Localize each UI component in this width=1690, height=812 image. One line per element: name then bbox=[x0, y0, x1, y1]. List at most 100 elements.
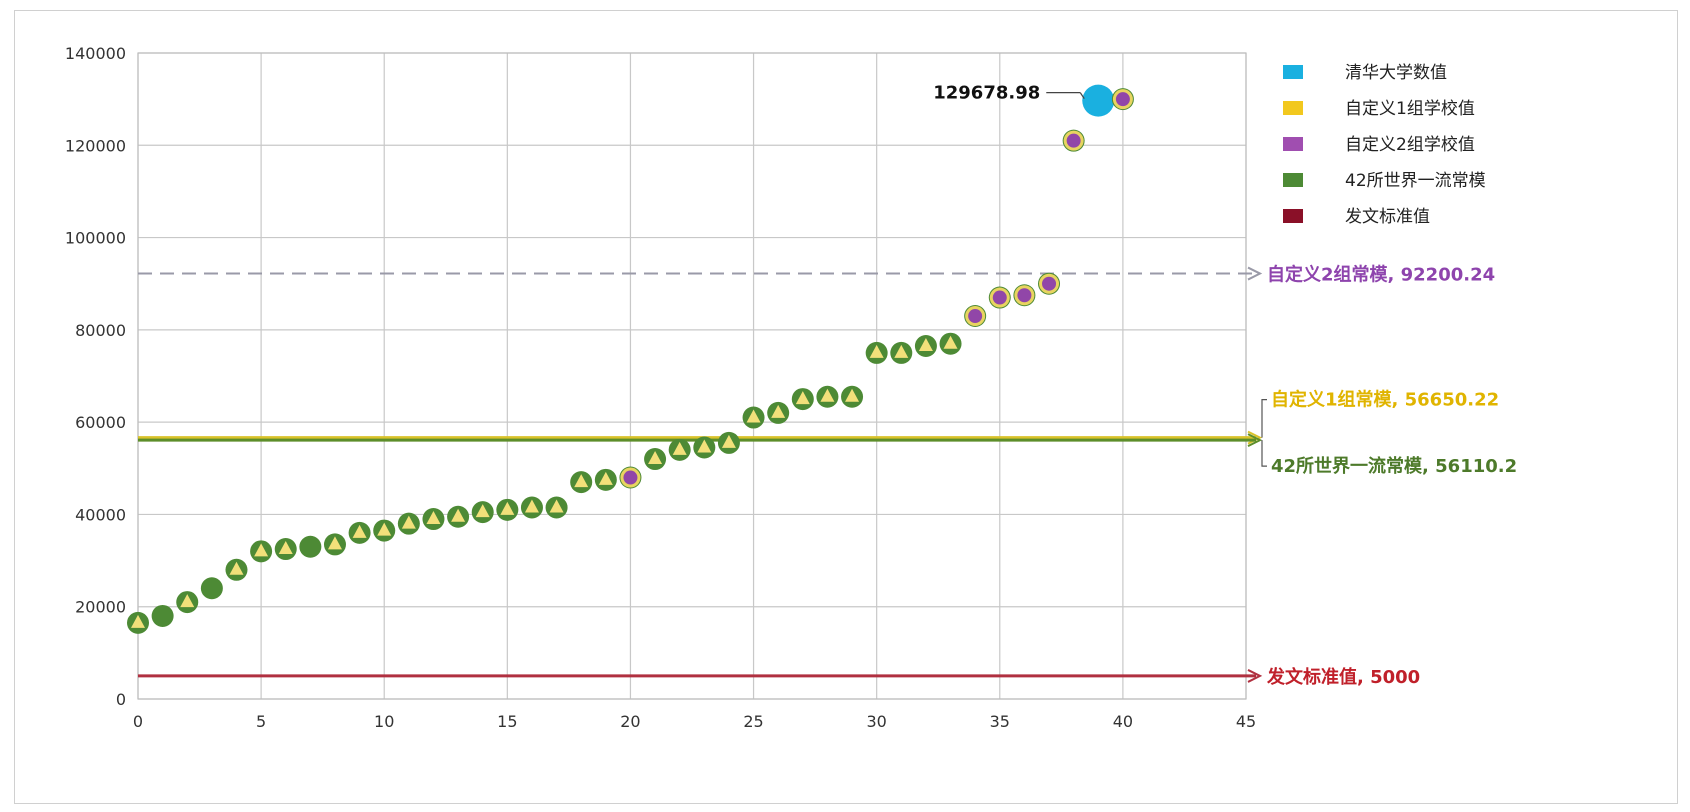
y-tick-label: 80000 bbox=[75, 321, 126, 340]
legend-swatch bbox=[1283, 65, 1303, 79]
triangle-marker bbox=[327, 536, 342, 550]
point-custom1 bbox=[742, 406, 765, 429]
y-tick-label: 60000 bbox=[75, 413, 126, 432]
legend-swatch bbox=[1283, 137, 1303, 151]
point-custom2 bbox=[1013, 284, 1036, 307]
point-custom1 bbox=[447, 505, 470, 528]
triangle-marker bbox=[352, 524, 367, 538]
point-custom1 bbox=[865, 341, 888, 364]
reference-arrow-icon bbox=[1247, 430, 1263, 445]
scatter-chart: 0 5 10 15 20 25 30 35 40 45 0 20000 40000 60000 80000 1… bbox=[65, 44, 1517, 731]
triangle-marker bbox=[918, 338, 933, 352]
point-custom1 bbox=[373, 519, 396, 542]
x-tick-label: 25 bbox=[743, 712, 763, 731]
triangle-marker bbox=[426, 511, 441, 525]
inner-marker bbox=[968, 309, 983, 324]
point-tsinghua bbox=[1082, 84, 1115, 117]
x-tick-label: 15 bbox=[497, 712, 517, 731]
point-marker bbox=[299, 535, 322, 558]
point-custom1 bbox=[914, 335, 937, 358]
inner-marker bbox=[1042, 276, 1057, 291]
reference-arrow-icon bbox=[1247, 433, 1263, 447]
point-custom1 bbox=[939, 332, 962, 355]
point-world42 bbox=[200, 577, 223, 600]
x-tick-label: 20 bbox=[620, 712, 640, 731]
reference-label: 自定义1组常模, 56650.22 bbox=[1271, 389, 1499, 411]
point-value-label: 129678.98 bbox=[933, 83, 1040, 104]
reference-label: 发文标准值, 5000 bbox=[1266, 666, 1420, 688]
x-tick-label: 45 bbox=[1236, 712, 1256, 731]
y-tick-label: 40000 bbox=[75, 505, 126, 524]
point-custom2 bbox=[964, 305, 987, 328]
point-custom1 bbox=[644, 448, 667, 471]
label-leader bbox=[1261, 440, 1267, 467]
triangle-marker bbox=[771, 404, 786, 418]
point-custom2 bbox=[1038, 272, 1061, 295]
x-tick-label: 40 bbox=[1113, 712, 1133, 731]
legend-swatch bbox=[1283, 209, 1303, 223]
point-custom1 bbox=[594, 468, 617, 491]
x-tick-label: 5 bbox=[256, 712, 266, 731]
triangle-marker bbox=[648, 451, 663, 465]
triangle-marker bbox=[377, 522, 392, 536]
point-custom1 bbox=[274, 538, 297, 561]
reference-label: 42所世界一流常模, 56110.2 bbox=[1271, 455, 1517, 477]
triangle-marker bbox=[598, 471, 613, 485]
triangle-marker bbox=[574, 474, 589, 488]
point-custom2 bbox=[1062, 129, 1085, 152]
triangle-marker bbox=[475, 504, 490, 518]
point-custom1 bbox=[545, 496, 568, 519]
inner-marker bbox=[1066, 133, 1081, 148]
legend-label: 自定义1组学校值 bbox=[1345, 99, 1475, 119]
triangle-marker bbox=[795, 391, 810, 405]
point-custom1 bbox=[520, 496, 543, 519]
point-custom1 bbox=[127, 611, 149, 634]
reference-arrow-icon bbox=[1247, 669, 1263, 683]
point-custom1 bbox=[176, 591, 199, 614]
triangle-marker bbox=[869, 344, 884, 358]
x-tick-label: 30 bbox=[866, 712, 886, 731]
y-tick-label: 100000 bbox=[65, 229, 126, 248]
y-tick-label: 140000 bbox=[65, 44, 126, 63]
legend-label: 自定义2组学校值 bbox=[1345, 135, 1475, 155]
triangle-marker bbox=[697, 439, 712, 453]
data-points bbox=[127, 84, 1134, 634]
point-world42 bbox=[151, 604, 174, 627]
reference-arrow-icon bbox=[1247, 266, 1263, 281]
label-leader bbox=[1261, 399, 1267, 438]
point-custom1 bbox=[496, 498, 519, 521]
axes: 0 5 10 15 20 25 30 35 40 45 0 20000 40000 60000 80000 1… bbox=[65, 44, 1256, 731]
legend-label: 42所世界一流常模 bbox=[1345, 171, 1486, 191]
point-custom1 bbox=[767, 401, 790, 424]
triangle-marker bbox=[746, 409, 761, 423]
point-custom1 bbox=[225, 558, 248, 581]
point-custom1 bbox=[841, 385, 864, 408]
triangle-marker bbox=[451, 508, 466, 522]
legend-label: 清华大学数值 bbox=[1345, 63, 1447, 83]
point-custom1 bbox=[323, 533, 346, 556]
inner-marker bbox=[1115, 92, 1130, 107]
point-custom1 bbox=[570, 471, 593, 494]
point-custom2 bbox=[1111, 88, 1134, 111]
y-tick-label: 0 bbox=[116, 690, 126, 709]
reference-lines: 自定义2组常模, 92200.24 自定义1组常模, 56650.22 42所世界一… bbox=[138, 264, 1517, 688]
grid bbox=[137, 52, 1247, 700]
triangle-marker bbox=[820, 388, 835, 402]
triangle-marker bbox=[180, 594, 195, 608]
inner-marker bbox=[1017, 288, 1032, 303]
point-marker bbox=[151, 604, 174, 627]
triangle-marker bbox=[500, 501, 515, 515]
point-custom1 bbox=[471, 501, 494, 524]
annotations: 129678.98 bbox=[933, 83, 1085, 104]
triangle-marker bbox=[721, 434, 736, 448]
point-custom1 bbox=[422, 508, 445, 531]
x-tick-label: 35 bbox=[990, 712, 1010, 731]
x-tick-label: 10 bbox=[374, 712, 394, 731]
legend-swatch bbox=[1283, 173, 1303, 187]
point-custom1 bbox=[348, 521, 371, 544]
triangle-marker bbox=[943, 335, 958, 349]
reference-label: 自定义2组常模, 92200.24 bbox=[1267, 264, 1495, 286]
point-custom1 bbox=[250, 540, 273, 563]
y-tick-label: 120000 bbox=[65, 136, 126, 155]
